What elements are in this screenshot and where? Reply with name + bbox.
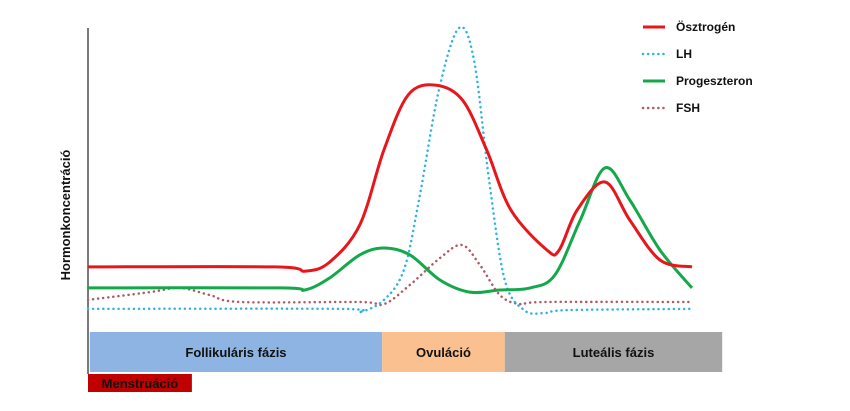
phase-bar-2 (504, 332, 723, 372)
y-axis-label: Hormonkoncentráció (58, 150, 73, 281)
legend-label-1: LH (676, 47, 692, 61)
legend-label-0: Ösztrogén (676, 19, 735, 34)
phase-bar-0 (89, 332, 383, 372)
series-line-lh (86, 25, 694, 315)
menstruation-bar (88, 374, 192, 392)
series-line-progeszteron (87, 166, 694, 295)
series-line-ösztrogén (87, 83, 693, 273)
legend-label-3: FSH (676, 101, 700, 115)
phase-label-0: Follikuláris fázis (185, 345, 286, 360)
legend-label-2: Progeszteron (676, 74, 753, 88)
phase-label-1: Ovuláció (416, 345, 471, 360)
series-line-fsh (86, 243, 694, 307)
phase-label-2: Luteális fázis (573, 345, 655, 360)
menstruation-label: Menstruáció (102, 376, 179, 391)
phase-bar-1 (382, 332, 505, 372)
